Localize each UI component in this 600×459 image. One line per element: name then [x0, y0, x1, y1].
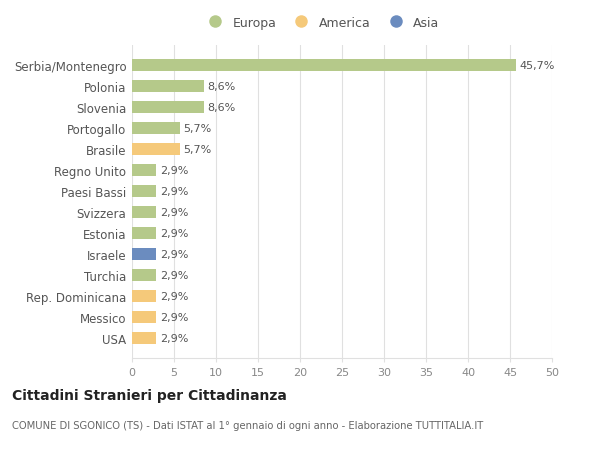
- Bar: [132, 207, 157, 218]
- Text: 2,9%: 2,9%: [160, 207, 188, 218]
- Bar: [132, 123, 180, 134]
- Bar: [132, 228, 157, 239]
- Text: 5,7%: 5,7%: [183, 145, 211, 155]
- Text: 8,6%: 8,6%: [208, 103, 236, 113]
- Text: Cittadini Stranieri per Cittadinanza: Cittadini Stranieri per Cittadinanza: [12, 388, 287, 402]
- Bar: [132, 81, 204, 93]
- Text: 2,9%: 2,9%: [160, 270, 188, 280]
- Bar: [132, 291, 157, 302]
- Bar: [132, 332, 157, 344]
- Legend: Europa, America, Asia: Europa, America, Asia: [199, 13, 443, 34]
- Bar: [132, 165, 157, 176]
- Bar: [132, 144, 180, 155]
- Bar: [132, 269, 157, 281]
- Bar: [132, 249, 157, 260]
- Bar: [132, 102, 204, 113]
- Text: 2,9%: 2,9%: [160, 186, 188, 196]
- Text: 8,6%: 8,6%: [208, 82, 236, 92]
- Text: COMUNE DI SGONICO (TS) - Dati ISTAT al 1° gennaio di ogni anno - Elaborazione TU: COMUNE DI SGONICO (TS) - Dati ISTAT al 1…: [12, 420, 483, 430]
- Bar: [132, 311, 157, 323]
- Text: 2,9%: 2,9%: [160, 249, 188, 259]
- Text: 2,9%: 2,9%: [160, 166, 188, 175]
- Text: 5,7%: 5,7%: [183, 123, 211, 134]
- Text: 2,9%: 2,9%: [160, 291, 188, 301]
- Text: 45,7%: 45,7%: [519, 61, 554, 71]
- Text: 2,9%: 2,9%: [160, 333, 188, 343]
- Bar: [132, 186, 157, 197]
- Bar: [132, 60, 516, 72]
- Text: 2,9%: 2,9%: [160, 312, 188, 322]
- Text: 2,9%: 2,9%: [160, 229, 188, 238]
